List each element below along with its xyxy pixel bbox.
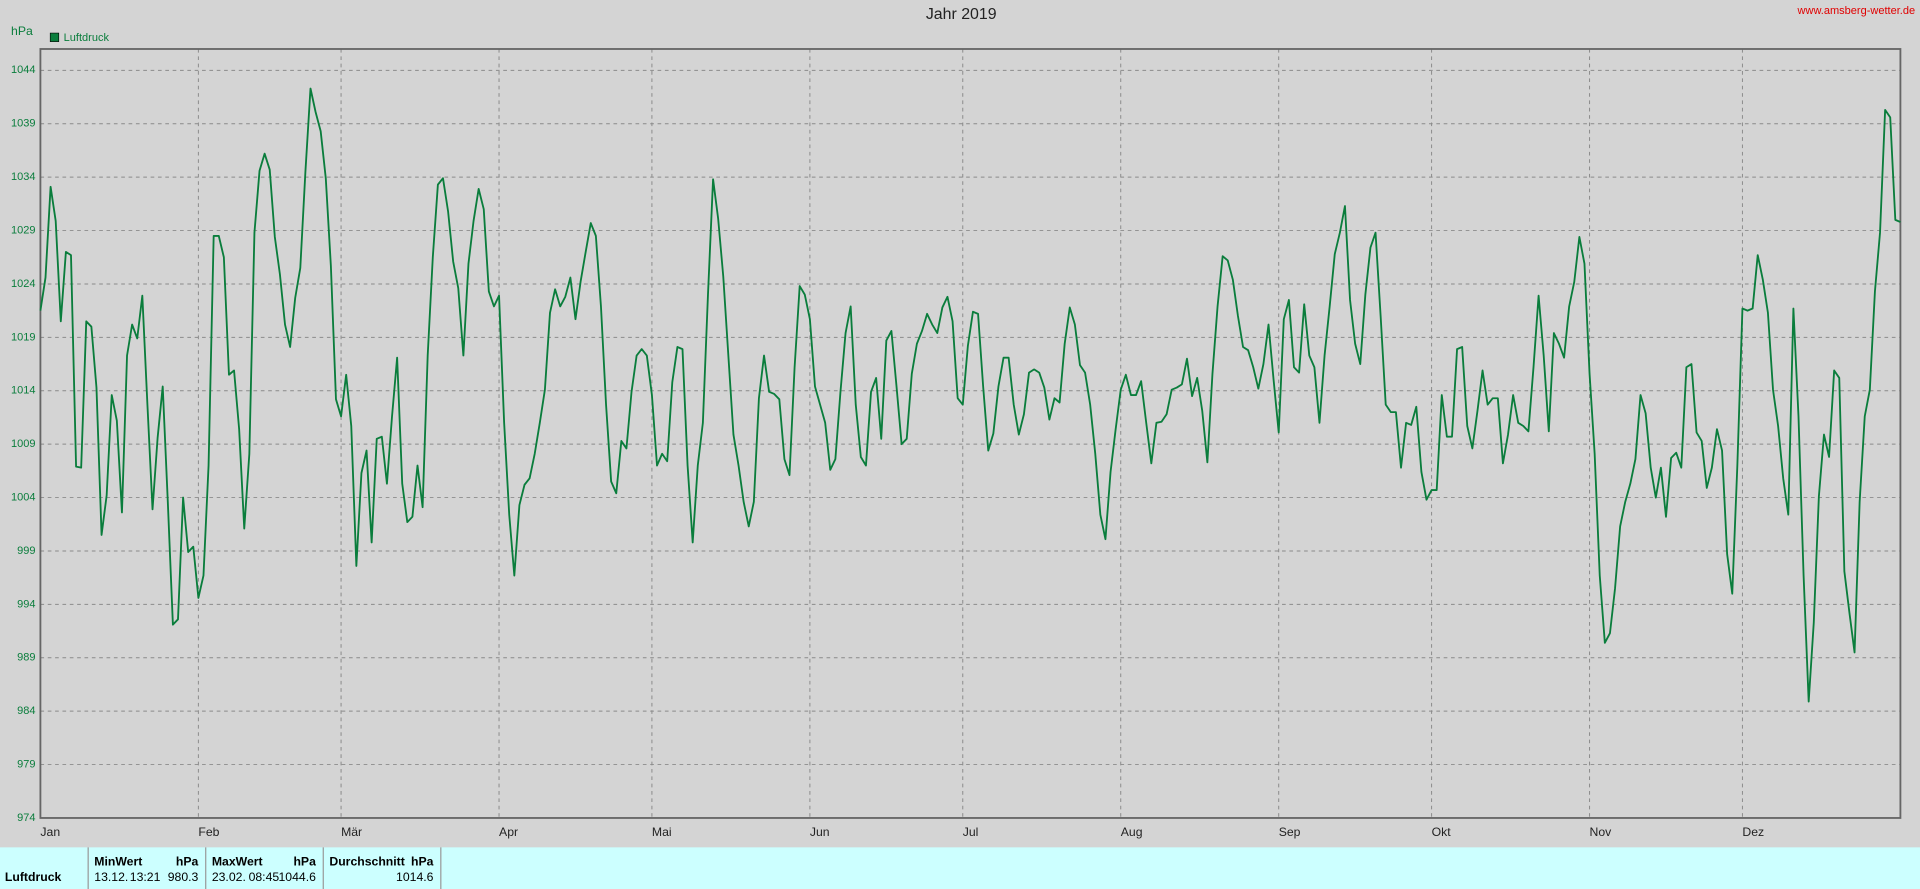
x-tick-label: Dez [1742,825,1764,839]
legend-swatch [49,32,60,42]
y-tick-label: 984 [17,705,35,717]
legend-label: Luftdruck [64,32,110,44]
summary-row-label: Luftdruck [5,870,62,884]
plot-border [39,48,1902,819]
y-tick-label: 999 [17,545,35,557]
x-tick-label: Jul [963,825,979,839]
y-tick-label: 1009 [11,438,36,450]
x-tick-label: Jan [40,825,60,839]
x-tick-label: Okt [1432,825,1452,839]
y-tick-label: 1034 [11,171,36,183]
min-time: 13:21 [130,870,161,884]
avg-header: Durchschnitt [329,854,404,868]
y-tick-label: 1039 [11,118,36,130]
y-tick-label: 974 [17,812,35,824]
summary-band [0,847,1920,889]
x-tick-label: Feb [198,825,219,839]
x-tick-label: Jun [810,825,830,839]
y-tick-label: 1044 [11,64,36,76]
y-tick-label: 989 [17,652,35,664]
x-tick-label: Mai [652,825,672,839]
x-tick-label: Mär [341,825,362,839]
summary-dividers [87,847,442,889]
min-date: 13.12. [94,870,128,884]
y-tick-label: 1029 [11,224,36,236]
avg-value: 1014.6 [396,870,434,884]
y-unit: hPa [11,24,33,38]
max-header: MaxWert [212,854,263,868]
y-tick-label: 994 [17,598,35,610]
x-tick-label: Sep [1279,825,1301,839]
y-tick-label: 1024 [11,278,36,290]
y-tick-label: 979 [17,758,35,770]
plot-area [40,48,1901,818]
y-tick-label: 1014 [11,385,36,397]
data-line [39,87,1901,703]
max-unit: hPa [293,854,316,868]
x-tick-label: Apr [499,825,518,839]
x-tick-label: Nov [1590,825,1613,839]
avg-unit: hPa [411,854,434,868]
x-tick-label: Aug [1121,825,1143,839]
max-value: 1044.6 [278,870,316,884]
max-time: 08:45 [249,870,280,884]
source: www.amsberg-wetter.de [1797,5,1916,17]
y-tick-label: 1004 [11,491,36,503]
min-unit: hPa [176,854,199,868]
min-value: 980.3 [168,870,199,884]
min-header: MinWert [94,854,142,868]
y-tick-label: 1019 [11,331,36,343]
max-date: 23.02. [212,870,246,884]
chart-title: Jahr 2019 [926,6,997,23]
